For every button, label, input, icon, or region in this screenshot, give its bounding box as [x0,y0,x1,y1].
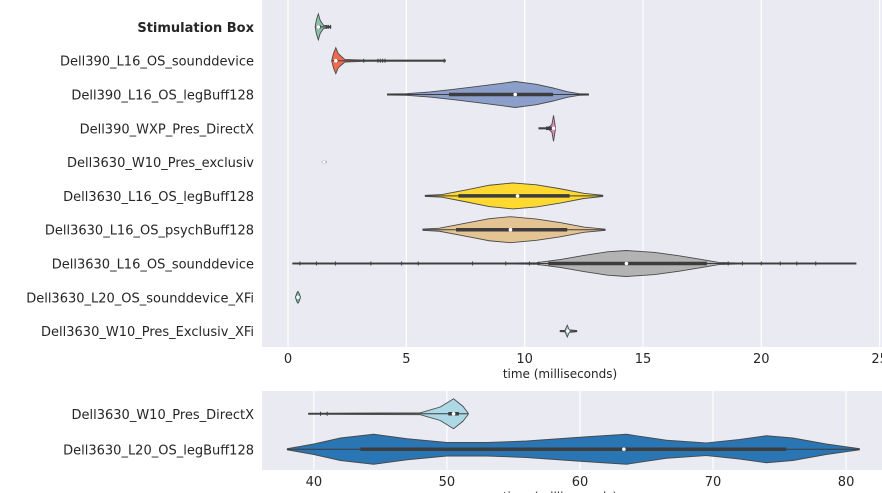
category-label: Dell3630_L16_OS_sounddevice [52,258,254,273]
x-tick-label: 60 [572,475,589,490]
category-label: Stimulation Box [137,21,254,36]
category-label: Dell3630_L20_OS_sounddevice_XFi [26,291,254,306]
violin-median [451,411,456,416]
category-label: Dell3630_L16_OS_legBuff128 [63,190,254,205]
x-tick-label: 5 [402,352,410,367]
violin-group: Stimulation Box [137,12,332,42]
x-tick-label: 10 [516,352,533,367]
chart-panel-2: 40 50 60 70 80 time (milliseconds) Dell3630_W1… [63,391,882,493]
violin-median [296,295,300,300]
x-axis-label: time (milliseconds) [503,490,617,493]
chart-panel-1: 0 5 10 15 20 25 time (milliseconds) Stimulation… [26,0,882,381]
violin-group: Dell3630_W10_Pres_Exclusiv_XFi [41,324,578,340]
x-tick-label: 15 [635,352,652,367]
category-label: Dell3630_L16_OS_psychBuff128 [45,224,254,239]
violin-median [622,447,626,452]
x-tick-label: 50 [439,475,456,490]
violin-group: Dell3630_L20_OS_sounddevice_XFi [26,290,301,306]
x-tick-label: 25 [871,352,882,367]
violin-group: Dell3630_L16_OS_legBuff128 [63,182,604,210]
violin-group: Dell390_WXP_Pres_DirectX [80,115,556,142]
violin-median [565,329,570,333]
x-axis-label: time (milliseconds) [503,367,617,381]
violin-group: Dell3630_L16_OS_psychBuff128 [45,216,606,244]
x-tick-label: 40 [306,475,323,490]
violin-median [334,58,338,63]
plot-background [262,0,882,347]
category-label: Dell3630_L20_OS_legBuff128 [63,443,254,458]
x-tick-label: 0 [284,352,292,367]
violin-group: Dell3630_W10_Pres_exclusiv [67,156,327,171]
category-label: Dell390_WXP_Pres_DirectX [80,122,255,137]
x-tick-label: 80 [838,475,855,490]
x-tick-label: 70 [705,475,722,490]
violin-median [316,25,321,29]
x-tick-label: 20 [753,352,770,367]
violin-median [624,261,629,266]
violin-median [508,227,513,232]
violin-median [515,194,520,198]
violin-group: Dell3630_W10_Pres_DirectX [72,398,469,430]
violin-group: Dell3630_L16_OS_sounddevice [52,250,857,277]
category-label: Dell390_L16_OS_sounddevice [60,55,254,70]
violin-group: Dell390_L16_OS_legBuff128 [71,81,590,108]
violin-group: Dell390_L16_OS_sounddevice [60,46,446,75]
category-label: Dell3630_W10_Pres_DirectX [72,408,255,423]
category-label: Dell3630_W10_Pres_exclusiv [67,156,254,171]
violin-median [513,92,518,97]
category-label: Dell3630_W10_Pres_Exclusiv_XFi [41,325,254,340]
category-label: Dell390_L16_OS_legBuff128 [71,89,254,104]
violin-median [551,126,556,131]
violin-median [322,160,326,164]
violin-group: Dell3630_L20_OS_legBuff128 [63,433,860,465]
